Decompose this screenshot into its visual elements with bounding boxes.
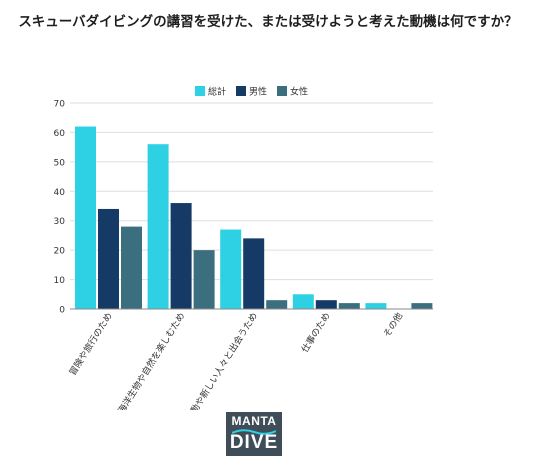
y-tick-label: 40 bbox=[54, 188, 66, 198]
x-tick-label: その他 bbox=[381, 310, 405, 339]
bar-total bbox=[220, 229, 242, 309]
bar-male bbox=[315, 300, 337, 309]
x-tick-label: 社交活動や新しい人々と出会うため bbox=[174, 310, 260, 410]
x-tick-label: 海洋生物や自然を楽しむため bbox=[115, 310, 187, 410]
bar-female bbox=[411, 303, 433, 309]
y-tick-label: 0 bbox=[59, 306, 65, 316]
bar-female bbox=[338, 303, 360, 309]
bar-male bbox=[243, 238, 265, 309]
y-tick-label: 50 bbox=[54, 158, 66, 168]
bar-male bbox=[170, 203, 192, 309]
bar-female bbox=[193, 250, 215, 309]
legend-swatch bbox=[195, 86, 205, 96]
x-tick-label: 冒険や旅行のため bbox=[67, 310, 115, 377]
y-tick-label: 10 bbox=[54, 276, 66, 286]
y-tick-label: 30 bbox=[54, 217, 66, 227]
chart-title: スキューバダイビングの講習を受けた、または受けようと考えた動機は何ですか？ bbox=[18, 14, 518, 30]
bar-total bbox=[147, 144, 169, 309]
y-tick-label: 70 bbox=[54, 100, 66, 110]
bar-total bbox=[75, 126, 96, 310]
bar-female bbox=[121, 226, 142, 309]
legend-label: 男性 bbox=[249, 86, 267, 98]
y-tick-label: 60 bbox=[54, 129, 66, 139]
bar-total bbox=[292, 294, 314, 309]
legend-label: 総計 bbox=[208, 86, 226, 98]
bar-female bbox=[266, 300, 288, 309]
legend-swatch bbox=[236, 86, 246, 96]
bar-male bbox=[98, 208, 119, 309]
logo-wave-icon bbox=[232, 429, 276, 435]
legend-label: 女性 bbox=[290, 86, 308, 98]
logo-line-2: DIVE bbox=[229, 432, 279, 453]
manta-dive-logo: MANTA DIVE bbox=[226, 412, 282, 456]
bar-total bbox=[365, 303, 387, 309]
bar-chart: 0 10 20 30 40 50 60 70 冒険や旅行のため 海洋生物や自然を楽しむため社交活動… bbox=[54, 86, 433, 410]
logo-line-1: MANTA bbox=[231, 414, 277, 428]
y-tick-label: 20 bbox=[54, 247, 66, 257]
legend-swatch bbox=[277, 86, 287, 96]
x-tick-label: 仕事のため bbox=[299, 310, 333, 355]
